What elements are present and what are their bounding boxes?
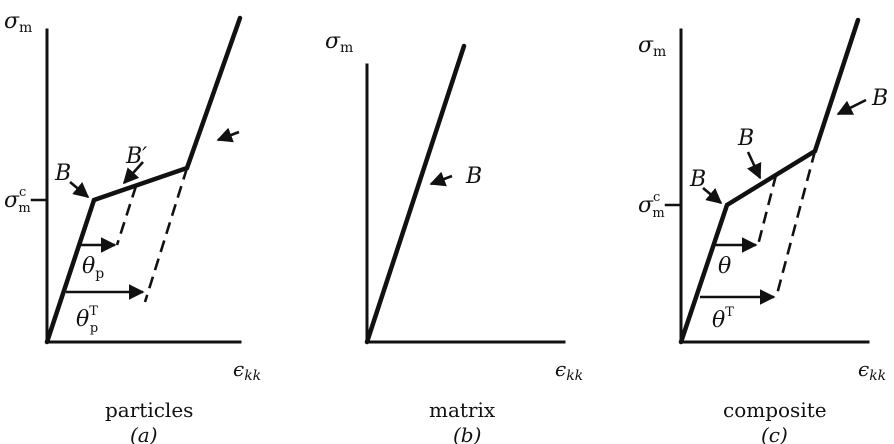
x-axis-label: ϵkk [233,357,261,384]
theta-t-label: θT [712,305,734,333]
b-upper-pointer-arrow [836,98,867,116]
y-axis-label: σm [325,29,353,56]
panel-c: σm σc m B B B θ θT ϵkk composite (c) [638,17,888,444]
point-b-mid-label: B [737,126,754,151]
stress-strain-curve [44,15,243,345]
b-pointer-arrow [429,171,453,187]
stress-strain-line [364,43,467,345]
point-b-label: B [465,164,482,189]
b-mid-pointer-arrow [746,151,762,180]
unloading-line-top [774,150,817,299]
unloading-line-b-prime [115,185,138,246]
y-axis-label: σm [4,9,32,36]
x-axis-label: ϵkk [555,357,583,384]
theta-label: θ [718,254,731,279]
point-b-label: B [54,161,71,186]
panel-letter-b: (b) [453,423,481,444]
point-b-upper-label: B [871,86,888,111]
x-axis-label: ϵkk [858,357,886,384]
panel-letter-c: (c) [761,423,788,444]
unloading-line-top [143,167,189,303]
point-b-prime-label: B′ [125,144,147,169]
b-pointer-arrow [69,181,90,198]
unloading-line-mid [756,174,778,246]
b-lower-pointer-arrow [702,187,723,204]
y-axis-label: σm [638,33,666,60]
yield-stress-label: σc m [638,190,665,221]
panel-letter-a: (a) [130,423,158,444]
panel-a: σm σc m B B′ θp θT p ϵkk particles (a) [4,9,261,444]
point-b-lower-label: B [689,167,706,192]
panel-b: σm B ϵkk matrix (b) [325,29,583,444]
caption-composite: composite [723,398,827,422]
caption-particles: particles [105,398,193,422]
b-prime-pointer-arrow [122,161,144,185]
theta-p-label: θp [82,254,104,282]
yield-stress-label: σc m [4,185,31,216]
upper-branch-pointer-arrow [216,127,240,143]
caption-matrix: matrix [429,398,496,422]
stress-strain-curve [678,17,861,345]
theta-p-t-label: θT p [76,304,98,336]
